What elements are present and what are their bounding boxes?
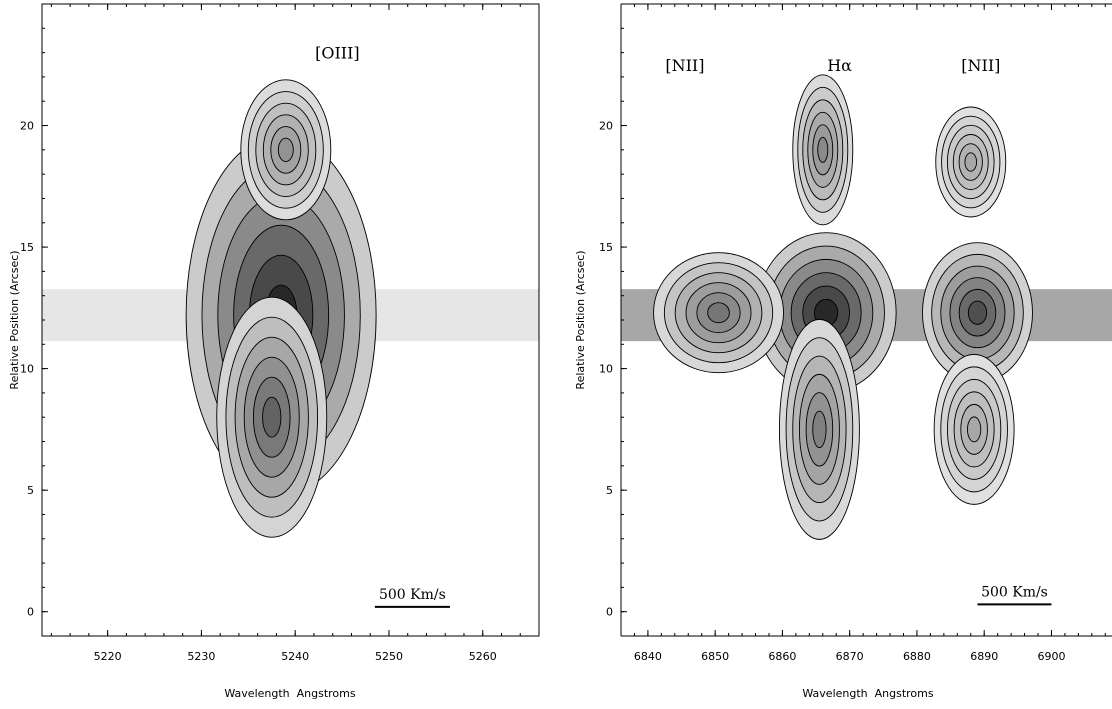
y-tick-label: 20 [599, 120, 613, 133]
oiii-emission-image [42, 79, 539, 538]
x-tick-label: 6880 [903, 650, 931, 663]
y-tick-label: 10 [599, 363, 613, 376]
oiii-y-axis-title: Relative Position (Arcsec) [8, 250, 21, 389]
oiii-plot-frame [41, 3, 540, 637]
emission-contour [817, 136, 829, 163]
oiii-panel: 5220 5230 5240 5250 5260 0 5 10 15 20 [OIII] 500 … [8, 3, 540, 700]
oiii-tick-labels: 5220 5230 5240 5250 5260 0 5 10 15 20 [20, 120, 497, 663]
emission-contour [262, 396, 282, 438]
x-tick-label: 6890 [970, 650, 998, 663]
x-tick-label: 5260 [469, 650, 497, 663]
x-tick-label: 6840 [634, 650, 662, 663]
emission-contour [812, 410, 827, 449]
nii-right-line-label: [NII] [961, 56, 1000, 75]
x-tick-label: 5240 [281, 650, 309, 663]
halpha-nii-panel: 6840 6850 6860 6870 6880 6890 6900 0 5 10 15 20 [NI… [574, 3, 1112, 700]
emission-contour [964, 152, 978, 172]
emission-contour [967, 300, 988, 325]
oiii-line-label: [OIII] [315, 44, 360, 63]
y-tick-label: 15 [20, 241, 34, 254]
x-tick-label: 6900 [1037, 650, 1065, 663]
halpha-line-label: Hα [827, 56, 852, 75]
x-tick-label: 6850 [701, 650, 729, 663]
halpha-nii-tick-labels: 6840 6850 6860 6870 6880 6890 6900 0 5 10 15 20 [599, 120, 1065, 663]
y-tick-label: 15 [599, 241, 613, 254]
y-tick-label: 5 [606, 484, 613, 497]
x-tick-label: 6870 [836, 650, 864, 663]
x-tick-label: 5220 [94, 650, 122, 663]
halpha-nii-emission-image [621, 74, 1112, 540]
y-tick-label: 10 [20, 363, 34, 376]
y-tick-label: 5 [27, 484, 34, 497]
x-tick-label: 5250 [375, 650, 403, 663]
y-tick-label: 20 [20, 120, 34, 133]
emission-contour [277, 137, 294, 162]
emission-contour [966, 416, 982, 443]
oiii-scale-bar-label: 500 Km/s [379, 587, 446, 603]
halpha-nii-y-axis-title: Relative Position (Arcsec) [574, 250, 587, 389]
y-tick-label: 0 [27, 606, 34, 619]
emission-contour [707, 302, 730, 324]
oiii-x-axis-title: Wavelength Angstroms [224, 687, 355, 700]
x-tick-label: 5230 [187, 650, 215, 663]
nii-left-line-label: [NII] [665, 56, 704, 75]
halpha-nii-scale-bar-label: 500 Km/s [981, 584, 1048, 600]
halpha-nii-x-axis-title: Wavelength Angstroms [802, 687, 933, 700]
y-tick-label: 0 [606, 606, 613, 619]
x-tick-label: 6860 [768, 650, 796, 663]
